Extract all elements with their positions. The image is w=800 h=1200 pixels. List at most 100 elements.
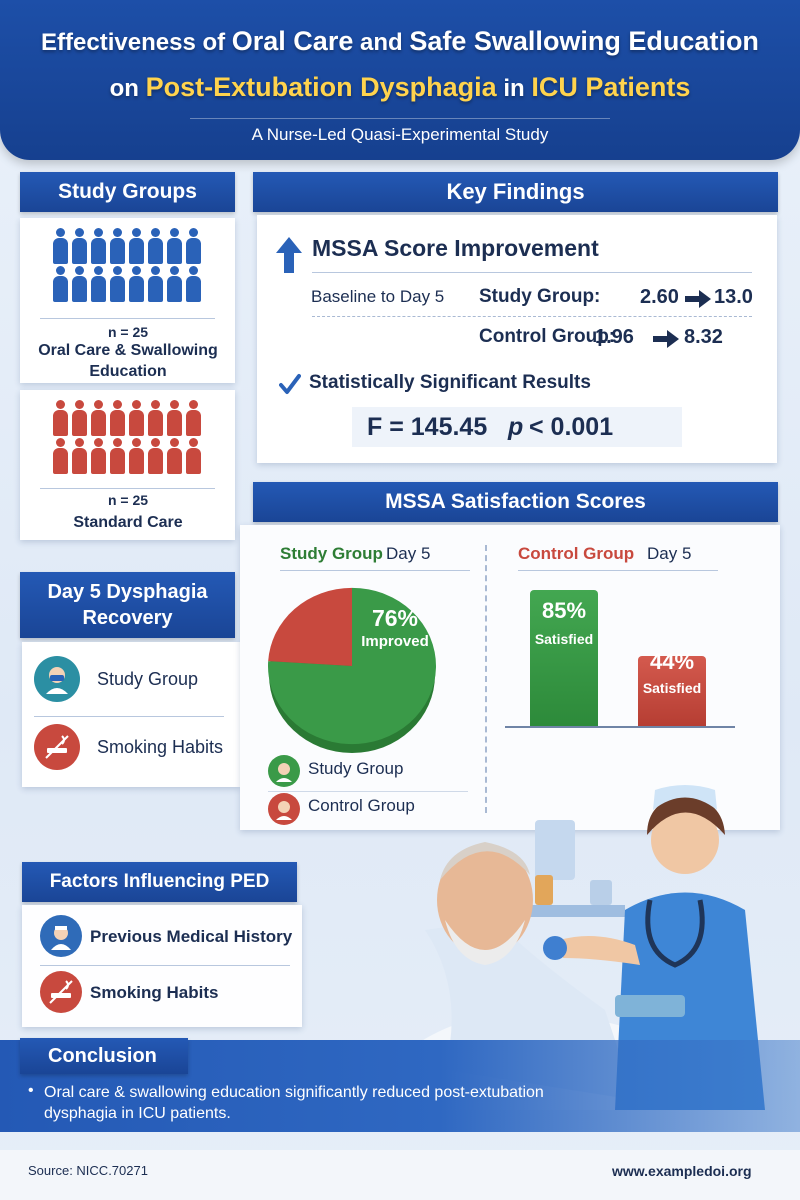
study-group-n: n = 25 [107, 324, 149, 340]
person-icon [165, 438, 184, 474]
control-group-score-label: Control Group: [479, 326, 616, 347]
person-icon [165, 266, 184, 302]
person-icon [146, 438, 165, 474]
person-icon [89, 228, 108, 264]
person-icon [146, 400, 165, 436]
subtitle-divider [190, 118, 610, 152]
study-pie-chart [268, 587, 436, 753]
legend-study-icon [268, 755, 300, 787]
study-group-card-2: n = 25 Standard Care [20, 390, 235, 540]
conclusion-header: Conclusion [20, 1038, 188, 1074]
person-icon [184, 400, 203, 436]
title-line-1: Effectiveness of Oral Care and Safe Swal… [41, 26, 759, 56]
f-statistic: F = 145.45 [367, 413, 488, 441]
arrow-right-icon [653, 330, 679, 348]
control-group-label: Standard Care [73, 514, 183, 531]
person-icon [51, 266, 70, 302]
mssa-improvement-title: MSSA Score Improvement [312, 235, 599, 261]
study-chart-heading: Study Group [280, 544, 383, 563]
person-icon [70, 438, 89, 474]
bar-control-satisfied [638, 655, 706, 726]
conclusion-bullet: • [28, 1082, 34, 1099]
p-value: < 0.001 [529, 413, 614, 441]
person-icon [184, 228, 203, 264]
satisfaction-header: MSSA Satisfaction Scores [253, 482, 778, 522]
header-banner [0, 0, 800, 160]
person-icon [146, 266, 165, 302]
dysphagia-recovery-header: Day 5 Dysphagia Recovery [20, 572, 235, 638]
key-findings-card: MSSA Score Improvement Baseline to Day 5… [257, 215, 777, 463]
person-icon [108, 228, 127, 264]
person-icon [89, 438, 108, 474]
person-icon [51, 228, 70, 264]
conclusion-text: Oral care & swallowing education signifi… [44, 1084, 544, 1122]
person-icon [146, 228, 165, 264]
bar2-pct: 44% [649, 649, 695, 674]
factors-card: Previous Medical History Smoking Habits [22, 905, 302, 1027]
person-icon [184, 438, 203, 474]
control-chart-heading: Control Group [518, 544, 635, 563]
person-icon [51, 400, 70, 436]
dysphagia-recovery-card: Study Group Smoking Habits [22, 642, 240, 787]
checkmark-icon [279, 374, 301, 394]
pie-text-label: Improved [361, 633, 429, 650]
person-icon [70, 400, 89, 436]
patient-icon [34, 656, 80, 702]
person-icon [127, 400, 146, 436]
bar2-text: Satisfied [642, 680, 702, 696]
study-group-card-1: n = 25 Oral Care & Swallowing Education [20, 218, 235, 383]
control-chart-day: Day 5 [647, 544, 692, 563]
person-icon [108, 266, 127, 302]
footer-source: Source: NICC.70271 [28, 1163, 148, 1178]
bar-study-satisfied [530, 590, 598, 726]
control-to-value: 8.32 [684, 326, 723, 348]
person-icon [165, 400, 184, 436]
study-group-label: Oral Care & Swallowing Education [38, 342, 218, 380]
person-icon [89, 400, 108, 436]
person-icon [70, 228, 89, 264]
baseline-label: Baseline to Day 5 [311, 287, 445, 306]
subtitle: A Nurse-Led Quasi-Experimental Study [251, 125, 549, 144]
factor-smoking: Smoking Habits [90, 983, 219, 1002]
recovery-study-group: Study Group [97, 669, 199, 689]
smoking-icon [34, 724, 80, 770]
bar1-pct: 85% [541, 598, 587, 623]
satisfaction-card: Study Group Day 5 76% Improved Control G… [240, 525, 780, 830]
legend-control-icon [268, 793, 300, 825]
factor-medical-history: Previous Medical History [90, 927, 293, 946]
study-groups-header: Study Groups [20, 172, 235, 212]
footer [0, 1150, 800, 1200]
person-icon [70, 266, 89, 302]
person-icon [165, 228, 184, 264]
control-from-value: 1.96 [595, 326, 634, 348]
arrow-up-icon [276, 237, 302, 273]
control-group-n: n = 25 [107, 492, 149, 508]
recovery-smoking: Smoking Habits [97, 737, 224, 757]
footer-url[interactable]: www.exampledoi.org [612, 1163, 752, 1179]
person-icon [51, 438, 70, 474]
bar1-text: Satisfied [534, 631, 594, 647]
person-icon [127, 266, 146, 302]
study-to-value: 13.0 [714, 286, 753, 308]
key-findings-header: Key Findings [253, 172, 778, 212]
p-symbol: p [508, 413, 524, 441]
legend-study-label: Study Group [308, 759, 404, 778]
smoking-icon [40, 971, 82, 1013]
bar-baseline [505, 726, 735, 728]
history-icon [40, 915, 82, 957]
study-group-people-icon [51, 228, 203, 302]
study-chart-day: Day 5 [386, 544, 431, 563]
study-from-value: 2.60 [640, 286, 679, 308]
study-group-score-label: Study Group: [479, 286, 601, 307]
person-icon [127, 228, 146, 264]
person-icon [184, 266, 203, 302]
person-icon [89, 266, 108, 302]
person-icon [108, 438, 127, 474]
pie-slice-other [268, 587, 352, 666]
person-icon [127, 438, 146, 474]
factors-header: Factors Influencing PED [22, 862, 297, 902]
legend-control-label: Control Group [308, 796, 415, 815]
person-icon [108, 400, 127, 436]
arrow-right-icon [685, 290, 711, 308]
pie-pct-label: 76% [371, 605, 419, 631]
